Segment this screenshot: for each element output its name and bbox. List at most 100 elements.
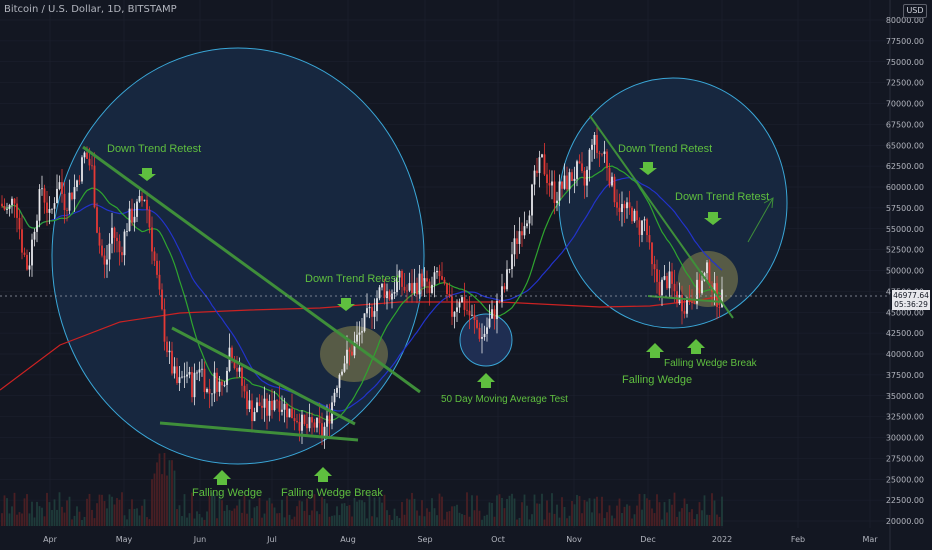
candle-body: [163, 309, 166, 342]
annotation-falling-wedge-break-1: Falling Wedge Break: [281, 487, 383, 499]
candle-body: [336, 387, 338, 393]
volume-bar: [336, 506, 338, 526]
y-tick-label: 45000.00: [886, 308, 924, 317]
candle-body: [243, 385, 246, 392]
volume-bar: [473, 510, 476, 526]
candle-body: [198, 369, 201, 373]
volume-bar: [468, 516, 471, 526]
arrow-up-icon: [646, 343, 664, 358]
volume-bar: [376, 517, 378, 526]
candle-body: [696, 279, 698, 304]
volume-bar: [393, 508, 396, 526]
candle-body: [521, 231, 523, 236]
volume-bar: [643, 494, 646, 526]
candle-body: [271, 400, 273, 411]
volume-bar: [531, 514, 533, 526]
candle-body: [188, 372, 191, 375]
volume-bar: [483, 515, 486, 526]
y-tick-label: 42500.00: [886, 329, 924, 338]
candle-body: [236, 368, 238, 372]
arrow-down-icon: [704, 212, 722, 225]
candle-body: [578, 161, 581, 164]
volume-bar: [46, 492, 48, 526]
candle-body: [106, 259, 108, 265]
candle-body: [501, 286, 503, 302]
x-tick-label: Jul: [266, 535, 277, 544]
volume-bar: [721, 496, 723, 526]
volume-bar: [691, 509, 693, 526]
volume-bar: [203, 519, 206, 526]
volume-bar: [508, 495, 511, 526]
arrow-up-icon: [213, 470, 231, 485]
candle-body: [53, 203, 56, 209]
x-tick-label: Nov: [566, 535, 582, 544]
candle-body: [61, 182, 63, 194]
candle-body: [241, 367, 243, 386]
volume-bar: [461, 514, 463, 526]
volume-bar: [223, 510, 226, 526]
volume-bar: [1, 513, 3, 526]
volume-bar: [598, 513, 601, 526]
currency-badge[interactable]: USD: [903, 4, 927, 18]
candle-body: [526, 223, 528, 227]
volume-bar: [618, 498, 621, 526]
candle-body: [371, 307, 373, 317]
candle-body: [641, 220, 643, 235]
volume-bar: [706, 514, 708, 526]
candle-body: [353, 341, 356, 356]
candle-body: [506, 269, 508, 290]
pattern-circle-middle: [459, 313, 513, 367]
candle-body: [428, 281, 431, 294]
volume-bar: [228, 510, 231, 526]
volume-bar: [6, 498, 8, 526]
y-tick-label: 75000.00: [886, 58, 924, 67]
x-tick-label: Sep: [417, 535, 432, 544]
y-tick-label: 62500.00: [886, 162, 924, 171]
volume-bar: [248, 499, 251, 526]
volume-bar: [453, 506, 456, 526]
x-tick-label: May: [116, 535, 133, 544]
candle-body: [118, 241, 121, 253]
candle-body: [616, 202, 618, 208]
volume-bar: [338, 515, 341, 526]
volume-bar: [528, 519, 531, 526]
volume-bar: [161, 474, 163, 526]
volume-bar: [501, 497, 503, 526]
candle-body: [246, 391, 248, 410]
volume-bar: [38, 506, 41, 526]
volume-bar: [111, 496, 113, 526]
volume-bar: [526, 505, 528, 526]
volume-bar: [601, 496, 603, 526]
volume-bar: [661, 519, 663, 526]
volume-bar: [431, 498, 433, 526]
time-axis-ticks[interactable]: Apr May Jun Jul Aug Sep Oct Nov Dec 2022 Feb Mar: [43, 535, 878, 544]
candle-body: [473, 314, 476, 320]
symbol-title[interactable]: Bitcoin / U.S. Dollar, 1D, BITSTAMP: [4, 4, 177, 15]
candle-body: [121, 252, 123, 256]
candle-body: [256, 402, 258, 413]
volume-bar: [191, 492, 193, 526]
candle-body: [151, 227, 153, 252]
volume-bar: [418, 515, 421, 526]
price-axis[interactable]: [890, 0, 932, 550]
volume-bar: [653, 513, 656, 526]
volume-bar: [173, 470, 176, 526]
volume-bar: [101, 494, 103, 526]
volume-bar: [488, 502, 491, 526]
volume-bar: [43, 516, 46, 526]
volume-bars: [1, 452, 723, 526]
volume-bar: [16, 514, 18, 526]
volume-bar: [231, 510, 233, 526]
candle-body: [676, 291, 678, 304]
volume-bar: [31, 501, 33, 526]
volume-bar: [663, 502, 666, 526]
volume-bar: [121, 492, 123, 526]
candle-body: [448, 293, 451, 297]
pattern-circle-right: [558, 77, 788, 329]
candle-body: [611, 176, 613, 186]
candle-body: [31, 239, 33, 266]
volume-bar: [683, 498, 686, 526]
candle-body: [186, 374, 188, 377]
volume-bar: [446, 511, 448, 526]
